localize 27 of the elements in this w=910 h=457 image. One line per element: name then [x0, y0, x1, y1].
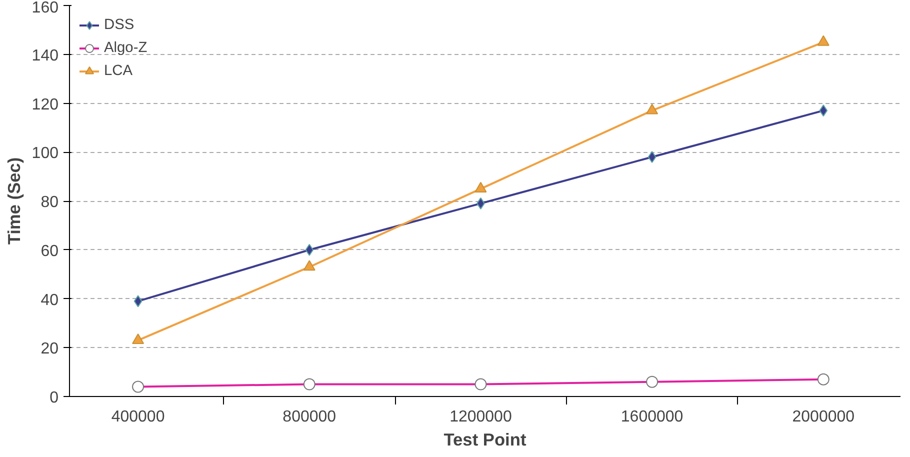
x-tick-label: 400000 [111, 408, 165, 426]
x-tick-label: 1200000 [450, 408, 512, 426]
point [819, 104, 828, 117]
x-tick-label: 1600000 [620, 408, 684, 426]
y-tick-label: 60 [40, 242, 59, 260]
y-tick-label: 100 [32, 145, 59, 162]
point [303, 260, 316, 271]
point [474, 182, 487, 192]
y-tick-label: 20 [40, 340, 59, 358]
y-tick-label: 160 [32, 0, 59, 16]
legend-label: DSS [104, 17, 134, 33]
y-tick-label: 140 [32, 47, 59, 64]
legend-label: Algo-Z [104, 40, 148, 56]
y-tick-label: 80 [40, 194, 59, 211]
legend-label: LCA [104, 63, 133, 79]
point [646, 104, 658, 114]
y-tick-label: 40 [40, 292, 59, 309]
y-tick-label: 0 [50, 390, 59, 406]
x-tick-label: 800000 [282, 408, 336, 426]
point [305, 244, 314, 256]
point [134, 295, 142, 308]
x-tick-label: 2000000 [792, 408, 855, 426]
point [817, 35, 830, 46]
x-axis-title: Test Point [444, 430, 526, 450]
y-tick-label: 120 [32, 96, 59, 114]
point [648, 151, 656, 164]
y-axis-title: Time (Sec) [4, 157, 24, 245]
